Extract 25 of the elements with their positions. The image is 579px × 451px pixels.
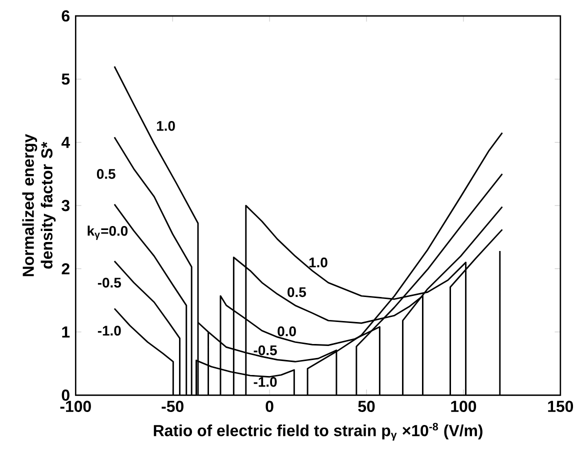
- x-axis-title: Ratio of electric field to strain p$_{γ}$ ×10$^{-8}$ (V/m): [154, 422, 482, 441]
- y-tick-label: 3: [62, 200, 70, 212]
- x-tick-label: 0: [266, 400, 274, 412]
- y-tick-label: 2: [62, 263, 70, 274]
- annotation: 1.0: [309, 258, 328, 268]
- y-axis-title: Normalized energy density factor S*: [22, 134, 56, 276]
- y-tick-label: 1: [62, 326, 70, 338]
- y-tick-label: 5: [62, 74, 70, 85]
- y-tick-label: 6: [62, 10, 70, 22]
- x-tick-label: 150: [548, 400, 574, 412]
- annotation: 0.5: [96, 169, 116, 179]
- annotation: 1.0: [157, 121, 175, 131]
- x-tick-label: 50: [358, 400, 375, 412]
- x-tick-label: -50: [162, 400, 184, 412]
- annotation: k$_{γ}$=0.0: [88, 226, 128, 240]
- annotation: -1.0: [98, 326, 121, 336]
- annotation: -1.0: [254, 377, 277, 387]
- annotation: -0.5: [254, 345, 277, 356]
- x-tick-label: 100: [451, 400, 476, 412]
- y-tick-label: 4: [61, 136, 70, 148]
- annotation: -0.5: [98, 278, 121, 288]
- x-tick-label: -100: [60, 400, 91, 412]
- annotation: 0.5: [288, 287, 306, 298]
- y-tick-label: 0: [62, 390, 70, 401]
- annotation: 0.0: [278, 326, 296, 336]
